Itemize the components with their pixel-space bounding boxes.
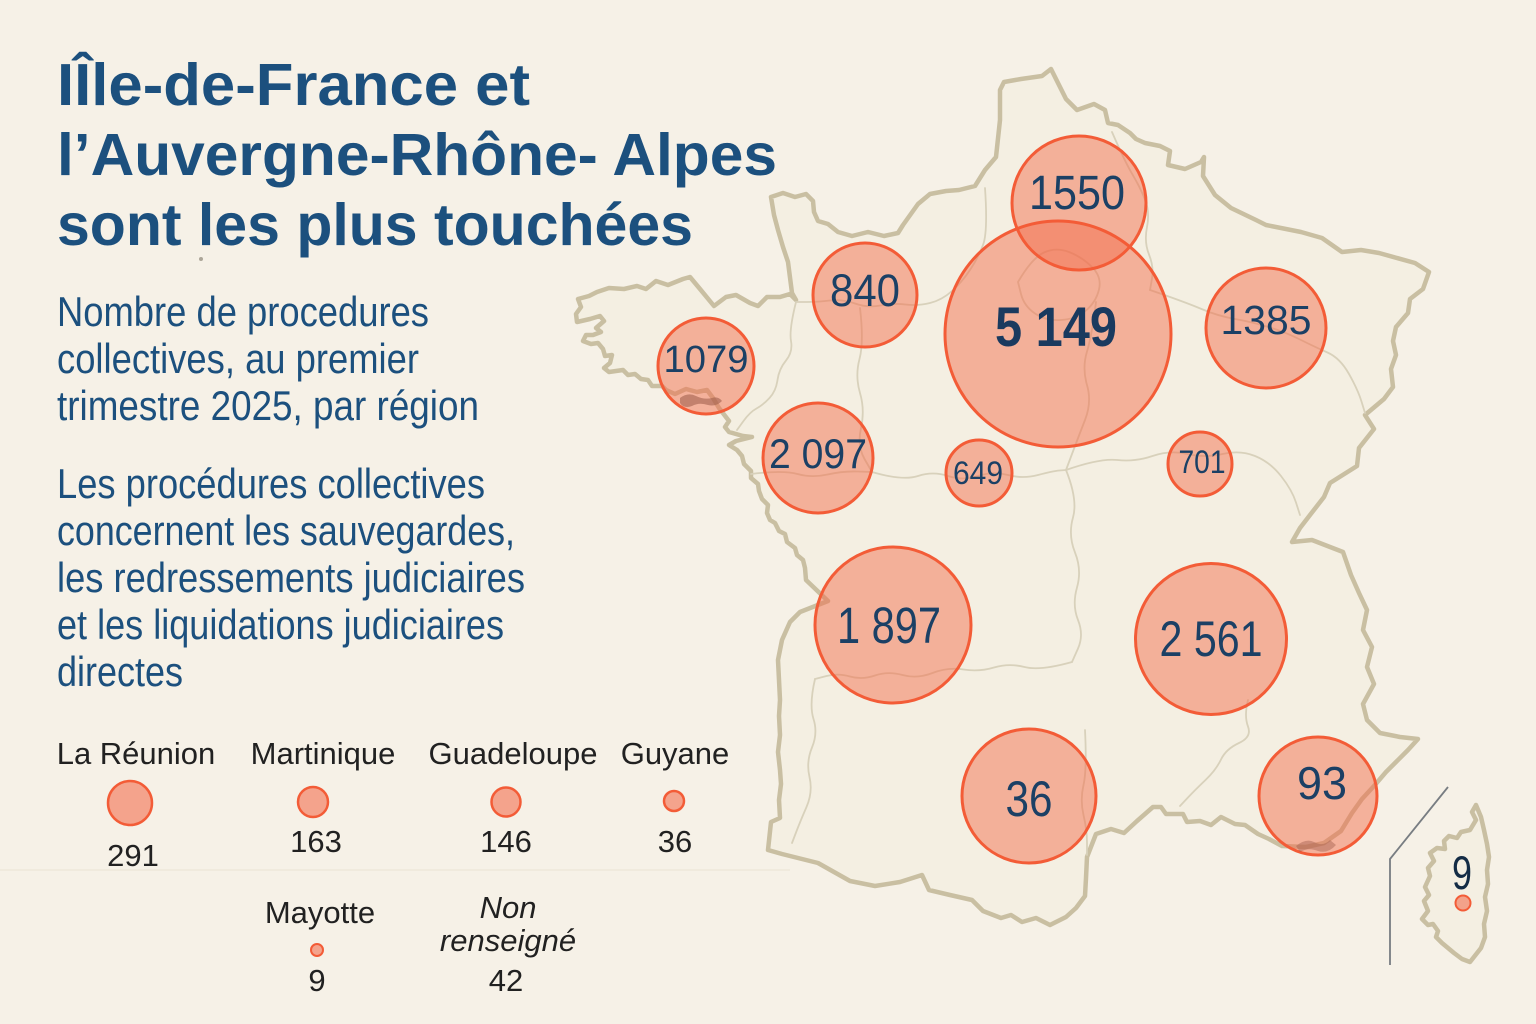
svg-text:2 097: 2 097 bbox=[769, 430, 867, 477]
svg-text:l’Auvergne-Rhône- Alpes: l’Auvergne-Rhône- Alpes bbox=[57, 122, 777, 188]
svg-text:5 149: 5 149 bbox=[995, 295, 1117, 358]
svg-text:les redressements judiciaires: les redressements judiciaires bbox=[57, 554, 525, 601]
svg-text:42: 42 bbox=[489, 963, 523, 998]
svg-text:Les procédures collectives: Les procédures collectives bbox=[57, 460, 485, 507]
svg-text:collectives, au premier: collectives, au premier bbox=[57, 335, 419, 382]
svg-text:Guyane: Guyane bbox=[621, 736, 730, 771]
svg-text:36: 36 bbox=[658, 824, 692, 859]
svg-text:146: 146 bbox=[480, 824, 532, 859]
svg-text:93: 93 bbox=[1297, 757, 1347, 809]
svg-text:291: 291 bbox=[107, 838, 159, 873]
svg-text:Non: Non bbox=[480, 890, 537, 925]
svg-text:concernent les sauvegardes,: concernent les sauvegardes, bbox=[57, 507, 515, 554]
svg-text:1385: 1385 bbox=[1221, 297, 1312, 343]
svg-text:Martinique: Martinique bbox=[251, 736, 396, 771]
svg-text:Mayotte: Mayotte bbox=[265, 895, 375, 930]
svg-text:La Réunion: La Réunion bbox=[57, 736, 216, 771]
svg-text:1 897: 1 897 bbox=[837, 597, 941, 654]
svg-text:649: 649 bbox=[953, 455, 1003, 491]
svg-text:163: 163 bbox=[290, 824, 342, 859]
svg-text:1079: 1079 bbox=[664, 339, 749, 381]
svg-text:9: 9 bbox=[308, 963, 325, 998]
svg-text:9: 9 bbox=[1452, 846, 1472, 899]
svg-text:renseigné: renseigné bbox=[440, 923, 576, 958]
svg-text:IÎle-de-France et: IÎle-de-France et bbox=[57, 51, 530, 118]
svg-text:840: 840 bbox=[830, 265, 900, 316]
svg-text:trimestre 2025, par région: trimestre 2025, par région bbox=[57, 382, 479, 429]
svg-text:36: 36 bbox=[1006, 771, 1053, 827]
svg-text:701: 701 bbox=[1179, 444, 1226, 480]
svg-text:1550: 1550 bbox=[1029, 167, 1125, 220]
svg-text:directes: directes bbox=[57, 648, 183, 695]
svg-text:sont les plus touchées: sont les plus touchées bbox=[57, 192, 693, 258]
svg-text:2 561: 2 561 bbox=[1160, 611, 1263, 667]
svg-text:et les liquidations judiciaire: et les liquidations judiciaires bbox=[57, 601, 504, 648]
svg-text:Nombre de procedures: Nombre de procedures bbox=[57, 288, 429, 335]
svg-text:Guadeloupe: Guadeloupe bbox=[429, 736, 598, 771]
